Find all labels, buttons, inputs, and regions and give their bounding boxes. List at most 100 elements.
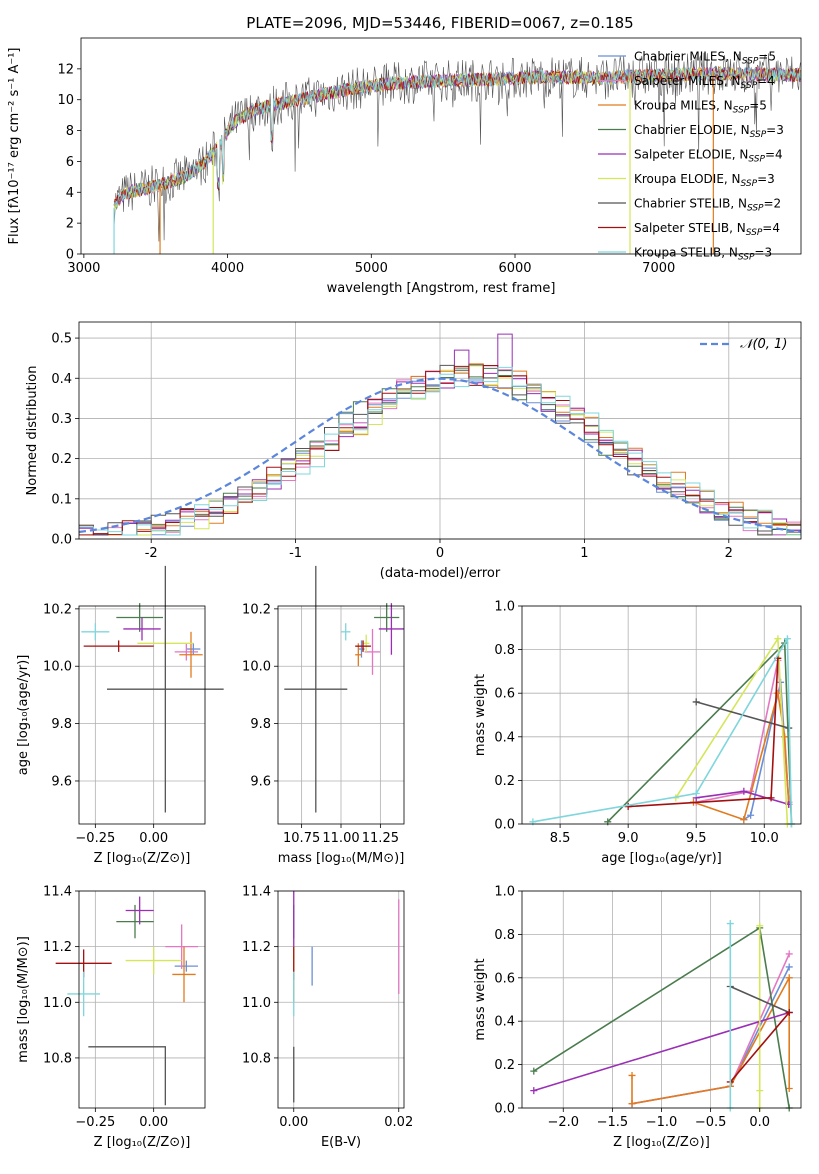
mass-weight-line (729, 985, 790, 1014)
x-tick-label: 0.00 (139, 1115, 168, 1130)
y-tick-label: 12 (57, 62, 74, 77)
legend-label: Chabrier ELODIE, NSSP=3 (634, 123, 784, 140)
mass-weight-marker (628, 1100, 636, 1108)
x-tick-label: −1.0 (646, 1115, 678, 1130)
mass-weight-marker (756, 1087, 764, 1095)
y-tick-label: 11.4 (43, 885, 72, 900)
legend-label: Salpeter ELODIE, NSSP=4 (634, 148, 783, 165)
age_vs_Z-panel: −0.25 0.00 9.6 9.8 10.0 10.2 Z [log₁₀(Z/Z⊙)] ag… (16, 565, 224, 866)
x-tick-label: 0.0 (749, 1115, 770, 1130)
x-axis-label: wavelength [Angstrom, rest frame] (327, 281, 556, 296)
x-tick-label: 3000 (67, 261, 100, 276)
y-tick-label: 0.2 (51, 452, 72, 467)
y-tick-label: 0.6 (494, 687, 515, 702)
y-tick-label: 11.0 (43, 996, 72, 1011)
x-tick-label: 11.00 (322, 831, 359, 846)
residual-histogram (79, 366, 801, 536)
axes-frame (78, 890, 206, 1109)
y-tick-label: 10.0 (43, 660, 72, 675)
legend-label: Chabrier STELIB, NSSP=2 (634, 197, 781, 214)
y-tick-label: 11.2 (43, 940, 72, 955)
mass-weight-marker (783, 635, 791, 643)
spectrum-series-line (113, 66, 801, 209)
y-tick-label: 0.0 (494, 1102, 515, 1117)
x-tick-label: 0 (436, 546, 444, 561)
gaussian-curve (78, 377, 802, 534)
y-tick-label: 0.6 (494, 971, 515, 986)
y-tick-label: 0.8 (494, 643, 515, 658)
x-tick-label: 8.5 (550, 831, 571, 846)
y-tick-label: 10.2 (43, 602, 72, 617)
x-tick-label: −0.5 (695, 1115, 727, 1130)
y-tick-label: 0.0 (51, 533, 72, 548)
x-tick-label: 6000 (498, 261, 531, 276)
x-axis-label: Z [log₁₀(Z/Z⊙)] (94, 851, 191, 866)
y-tick-label: 0.4 (494, 730, 515, 745)
x-tick-label: -2 (145, 546, 158, 561)
y-tick-label: 2 (66, 217, 74, 232)
y-tick-label: 9.8 (250, 717, 271, 732)
y-tick-label: 9.6 (51, 774, 72, 789)
y-tick-label: 0.4 (51, 372, 72, 387)
legend-label: Salpeter STELIB, NSSP=4 (634, 221, 780, 238)
x-tick-label: 9.5 (686, 831, 707, 846)
y-axis-label: Normed distribution (25, 366, 40, 496)
y-tick-label: 1.0 (494, 885, 515, 900)
mass-weight-marker (747, 811, 755, 819)
legend-label: Chabrier MILES, NSSP=5 (634, 50, 776, 67)
y-tick-label: 0 (66, 248, 74, 263)
x-tick-label: 10.0 (750, 831, 779, 846)
mass-weight-marker (624, 803, 632, 811)
mass-weight-marker (756, 922, 764, 930)
x-tick-label: −1.5 (597, 1115, 629, 1130)
x-tick-label: −0.25 (75, 831, 115, 846)
x-tick-label: 1 (580, 546, 588, 561)
y-tick-label: 0.5 (51, 332, 72, 347)
x-axis-label: Z [log₁₀(Z/Z⊙)] (613, 1135, 710, 1150)
y-axis-label: mass [log₁₀(M/M⊙)] (16, 936, 31, 1063)
y-tick-label: 0.8 (494, 928, 515, 943)
y-tick-label: 10.8 (242, 1051, 271, 1066)
legend-label: Kroupa STELIB, NSSP=3 (634, 246, 772, 263)
figure-title: PLATE=2096, MJD=53446, FIBERID=0067, z=0… (246, 14, 633, 32)
axes-frame (78, 605, 206, 825)
mass-weight-line (628, 658, 779, 808)
mass-weight-marker (726, 920, 734, 928)
x-axis-label: Z [log₁₀(Z/Z⊙)] (94, 1135, 191, 1150)
axes-frame (80, 37, 802, 255)
age_vs_mass-panel: 10.75 11.00 11.25 9.6 9.8 10.0 10.2 mass [log₁₀… (242, 565, 405, 866)
y-tick-label: 0.4 (494, 1015, 515, 1030)
axes-frame (277, 890, 405, 1109)
mass-weight-marker (530, 1067, 538, 1075)
y-tick-label: 4 (66, 186, 74, 201)
y-tick-label: 11.2 (242, 940, 271, 955)
error-bar (88, 1046, 166, 1106)
y-tick-label: 10.8 (43, 1051, 72, 1066)
y-tick-label: 0.1 (51, 492, 72, 507)
y-tick-label: 0.2 (494, 774, 515, 789)
mass-weight-line (533, 1011, 790, 1092)
legend-label: Kroupa ELODIE, NSSP=3 (634, 172, 775, 189)
x-tick-label: -1 (289, 546, 302, 561)
mass-weight-marker (767, 794, 775, 802)
mass-weight-marker (785, 1084, 793, 1092)
x-tick-label: 2 (725, 546, 733, 561)
y-tick-label: 0.3 (51, 412, 72, 427)
mass-weight-marker (692, 698, 700, 706)
mass_vs_EBV-panel: 0.00 0.02 10.8 11.0 11.2 11.4 E(B-V) (242, 885, 413, 1151)
y-tick-label: 9.8 (51, 717, 72, 732)
x-tick-label: 10.75 (283, 831, 320, 846)
mass-weight-marker (785, 950, 793, 958)
x-tick-label: 0.02 (384, 1115, 413, 1130)
legend-label: Kroupa MILES, NSSP=5 (634, 99, 767, 116)
legend-label: 𝒩(0, 1) (740, 337, 787, 352)
x-tick-label: 0.00 (279, 1115, 308, 1130)
mass-weight-marker (785, 974, 793, 982)
x-tick-label: 7000 (642, 261, 675, 276)
y-tick-label: 10 (57, 93, 74, 108)
y-tick-label: 11.0 (242, 996, 271, 1011)
mass-weight-marker (740, 787, 748, 795)
mass-weight-marker (692, 789, 700, 797)
x-tick-label: 5000 (355, 261, 388, 276)
mass-weight-marker (774, 635, 782, 643)
